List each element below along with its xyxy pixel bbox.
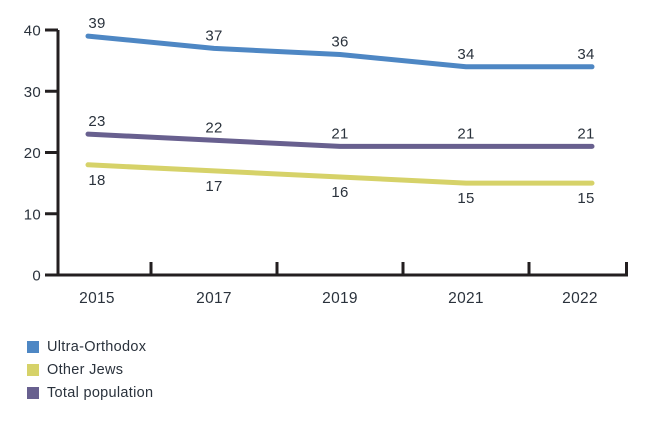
data-label: 34: [577, 46, 594, 63]
series-line-total-population: [85, 131, 595, 149]
data-label: 18: [88, 172, 105, 189]
y-tick-label: 40: [24, 23, 41, 40]
data-label: 39: [88, 15, 105, 32]
data-label: 22: [205, 119, 222, 136]
data-label: 15: [457, 190, 474, 207]
legend: Ultra-Orthodox Other Jews Total populati…: [27, 338, 154, 401]
data-label: 37: [205, 27, 222, 44]
legend-label-total-population: Total population: [47, 384, 154, 401]
x-tick-label: 2022: [562, 290, 598, 307]
legend-swatch-other-jews-icon: [27, 363, 39, 376]
x-tick-label: 2015: [79, 290, 115, 307]
line-chart: 0 10 20 30 40 2015 2017 2019 2021 2022 39 37 36 34 34 1…: [24, 15, 628, 307]
series-line-ultra-orthodox: [85, 33, 595, 70]
data-label: 34: [457, 46, 474, 63]
legend-swatch-total-population-icon: [27, 386, 39, 399]
x-tick-label: 2017: [196, 290, 232, 307]
legend-item-ultra-orthodox: Ultra-Orthodox: [27, 338, 153, 355]
legend-item-total-population: Total population: [27, 384, 154, 401]
data-label: 36: [331, 34, 348, 51]
y-tick-label: 20: [24, 145, 41, 162]
data-label: 15: [577, 190, 594, 207]
legend-label-other-jews: Other Jews: [47, 361, 124, 378]
x-tick-label: 2021: [448, 290, 484, 307]
data-label: 21: [331, 125, 348, 142]
series-line-other-jews: [85, 162, 595, 186]
y-tick-label: 0: [32, 268, 41, 285]
data-label: 23: [88, 113, 105, 130]
legend-item-other-jews: Other Jews: [27, 361, 153, 378]
legend-label-ultra-orthodox: Ultra-Orthodox: [47, 338, 147, 355]
legend-swatch-ultra-orthodox-icon: [27, 340, 39, 353]
data-label: 17: [205, 178, 222, 195]
x-tick-label: 2019: [322, 290, 358, 307]
y-tick-label: 10: [24, 206, 41, 223]
data-label: 21: [577, 125, 594, 142]
data-label: 16: [331, 184, 348, 201]
data-label: 21: [457, 125, 474, 142]
y-tick-label: 30: [24, 84, 41, 101]
